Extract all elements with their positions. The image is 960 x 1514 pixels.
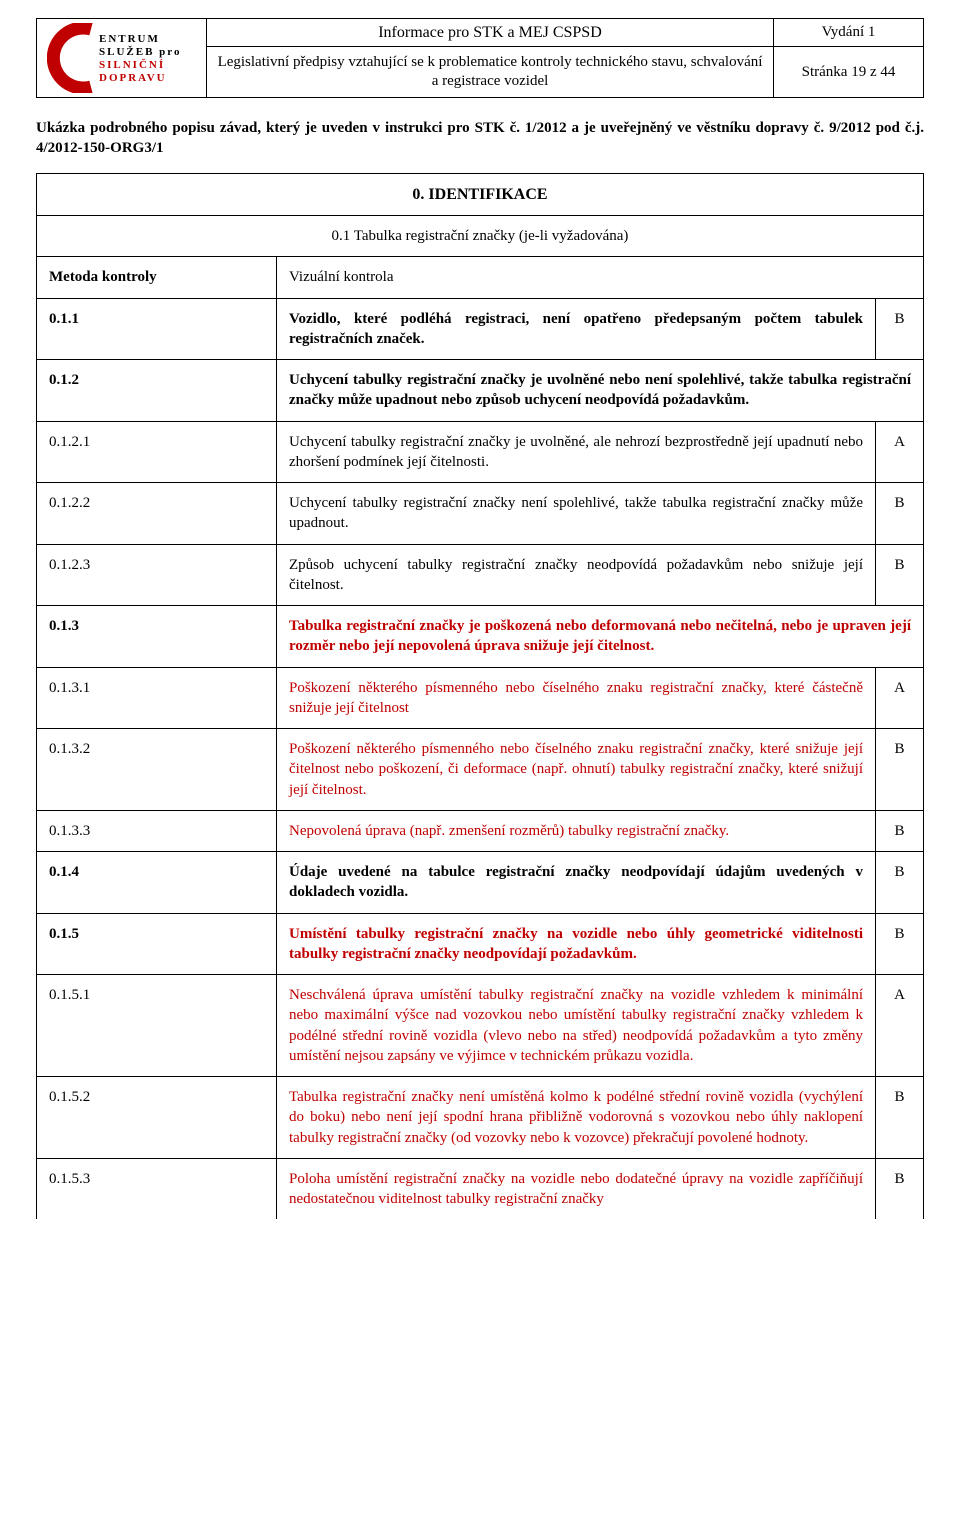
table-row: 0.1.5.1Neschválená úprava umístění tabul…	[37, 975, 924, 1077]
logo-line2: SLUŽEB pro	[99, 46, 181, 58]
doc-edition: Vydání 1	[774, 19, 924, 47]
defect-grade: A	[876, 421, 924, 483]
defect-text: Tabulka registrační značky není umístěná…	[277, 1077, 876, 1159]
defect-code: 0.1.5.2	[37, 1077, 277, 1159]
logo-line3: SILNIČNÍ	[99, 58, 165, 71]
defect-code: 0.1.4	[37, 852, 277, 914]
defect-text: Údaje uvedené na tabulce registrační zna…	[277, 852, 876, 914]
table-row: 0.1.2Uchycení tabulky registrační značky…	[37, 360, 924, 422]
defect-text: Umístění tabulky registrační značky na v…	[277, 913, 876, 975]
table-row: 0.1.3Tabulka registrační značky je poško…	[37, 606, 924, 668]
defect-text: Uchycení tabulky registrační značky je u…	[277, 360, 924, 422]
logo-cell: ENTRUM SLUŽEB pro SILNIČNÍ DOPRAVU	[37, 19, 207, 98]
defect-text: Poškození některého písmenného nebo číse…	[277, 729, 876, 811]
method-value: Vizuální kontrola	[277, 257, 924, 298]
defect-code: 0.1.5.3	[37, 1158, 277, 1219]
table-row: 0.1.5.2Tabulka registrační značky není u…	[37, 1077, 924, 1159]
defect-grade: B	[876, 913, 924, 975]
defect-grade: B	[876, 544, 924, 606]
table-row: 0.1.2.2Uchycení tabulky registrační znač…	[37, 483, 924, 545]
defect-text: Uchycení tabulky registrační značky je u…	[277, 421, 876, 483]
defect-grade: A	[876, 975, 924, 1077]
defect-grade: B	[876, 1077, 924, 1159]
defect-grade: B	[876, 810, 924, 851]
defect-grade: B	[876, 298, 924, 360]
defects-table: 0. IDENTIFIKACE 0.1 Tabulka registrační …	[36, 173, 924, 1220]
defect-grade: B	[876, 852, 924, 914]
defect-grade: A	[876, 667, 924, 729]
table-row: 0.1.3.2Poškození některého písmenného ne…	[37, 729, 924, 811]
table-row: 0.1.2.3Způsob uchycení tabulky registrač…	[37, 544, 924, 606]
doc-page: Stránka 19 z 44	[774, 47, 924, 98]
doc-subtitle: Legislativní předpisy vztahující se k pr…	[207, 47, 774, 98]
section-title: 0. IDENTIFIKACE	[37, 173, 924, 216]
method-label: Metoda kontroly	[37, 257, 277, 298]
defect-code: 0.1.1	[37, 298, 277, 360]
defect-text: Poškození některého písmenného nebo číse…	[277, 667, 876, 729]
table-row: 0.1.4Údaje uvedené na tabulce registračn…	[37, 852, 924, 914]
defect-text: Uchycení tabulky registrační značky není…	[277, 483, 876, 545]
table-row: 0.1.2.1Uchycení tabulky registrační znač…	[37, 421, 924, 483]
document-header: ENTRUM SLUŽEB pro SILNIČNÍ DOPRAVU Infor…	[36, 18, 924, 98]
table-row: 0.1.3.3Nepovolená úprava (např. zmenšení…	[37, 810, 924, 851]
section-subtitle: 0.1 Tabulka registrační značky (je-li vy…	[37, 216, 924, 257]
logo-line1: ENTRUM	[99, 33, 160, 45]
defect-grade: B	[876, 1158, 924, 1219]
table-row: 0.1.1Vozidlo, které podléhá registraci, …	[37, 298, 924, 360]
defect-text: Vozidlo, které podléhá registraci, není …	[277, 298, 876, 360]
table-row: 0.1.5.3Poloha umístění registrační značk…	[37, 1158, 924, 1219]
defect-grade: B	[876, 483, 924, 545]
defect-text: Tabulka registrační značky je poškozená …	[277, 606, 924, 668]
defect-text: Neschválená úprava umístění tabulky regi…	[277, 975, 876, 1077]
doc-title: Informace pro STK a MEJ CSPSD	[207, 19, 774, 47]
defect-code: 0.1.3.3	[37, 810, 277, 851]
defect-text: Poloha umístění registrační značky na vo…	[277, 1158, 876, 1219]
defect-code: 0.1.2.3	[37, 544, 277, 606]
table-row: 0.1.5Umístění tabulky registrační značky…	[37, 913, 924, 975]
defect-code: 0.1.2.1	[37, 421, 277, 483]
defect-code: 0.1.2	[37, 360, 277, 422]
defect-grade: B	[876, 729, 924, 811]
logo-line4: DOPRAVU	[99, 72, 167, 84]
defect-code: 0.1.2.2	[37, 483, 277, 545]
defect-code: 0.1.3.2	[37, 729, 277, 811]
table-row: 0.1.3.1Poškození některého písmenného ne…	[37, 667, 924, 729]
defect-code: 0.1.5.1	[37, 975, 277, 1077]
logo-icon: ENTRUM SLUŽEB pro SILNIČNÍ DOPRAVU	[47, 23, 197, 93]
defect-code: 0.1.3.1	[37, 667, 277, 729]
defect-text: Nepovolená úprava (např. zmenšení rozměr…	[277, 810, 876, 851]
defect-text: Způsob uchycení tabulky registrační znač…	[277, 544, 876, 606]
defect-code: 0.1.5	[37, 913, 277, 975]
intro-paragraph: Ukázka podrobného popisu závad, který je…	[36, 118, 924, 159]
defect-code: 0.1.3	[37, 606, 277, 668]
